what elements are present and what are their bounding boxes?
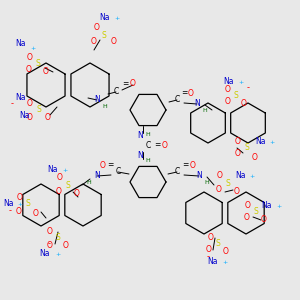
Text: Na: Na xyxy=(47,166,57,175)
Text: O: O xyxy=(111,38,117,46)
Text: H: H xyxy=(205,179,209,184)
Text: O: O xyxy=(225,98,231,106)
Text: =: = xyxy=(107,160,113,169)
Text: O: O xyxy=(206,245,212,254)
Text: +: + xyxy=(249,173,255,178)
Text: O: O xyxy=(27,52,33,62)
Text: O: O xyxy=(261,215,267,224)
Text: Na: Na xyxy=(100,14,110,22)
Text: C: C xyxy=(174,95,180,104)
Text: Na: Na xyxy=(235,172,245,181)
Text: H: H xyxy=(202,107,207,112)
Text: O: O xyxy=(190,160,196,169)
Text: O: O xyxy=(216,184,222,194)
Text: O: O xyxy=(74,188,80,197)
Text: H: H xyxy=(146,133,150,137)
Text: S: S xyxy=(26,200,30,208)
Text: O: O xyxy=(162,140,168,149)
Text: Na: Na xyxy=(3,200,13,208)
Text: O: O xyxy=(91,38,97,46)
Text: +: + xyxy=(269,140,275,145)
Text: Na: Na xyxy=(40,250,50,259)
Text: O: O xyxy=(94,23,100,32)
Text: N: N xyxy=(137,130,143,140)
Text: O: O xyxy=(63,242,69,250)
Text: O: O xyxy=(208,232,214,242)
Text: Na: Na xyxy=(19,110,29,119)
Text: +: + xyxy=(276,203,282,208)
Text: =: = xyxy=(154,140,160,149)
Text: S: S xyxy=(102,31,106,40)
Text: O: O xyxy=(33,208,39,217)
Text: +: + xyxy=(222,260,228,265)
Text: O: O xyxy=(130,80,136,88)
Text: =: = xyxy=(182,160,188,169)
Text: S: S xyxy=(36,58,40,68)
Text: S: S xyxy=(56,233,60,242)
Text: C: C xyxy=(146,140,151,149)
Text: =: = xyxy=(181,88,187,98)
Text: O: O xyxy=(17,193,23,202)
Text: O: O xyxy=(47,226,53,236)
Text: Na: Na xyxy=(15,40,25,49)
Text: O: O xyxy=(43,67,49,76)
Text: H: H xyxy=(87,179,92,184)
Text: +: + xyxy=(17,202,22,206)
Text: H: H xyxy=(103,103,107,109)
Text: S: S xyxy=(254,208,258,217)
Text: O: O xyxy=(100,160,106,169)
Text: +: + xyxy=(62,167,68,172)
Text: S: S xyxy=(244,143,249,152)
Text: O: O xyxy=(57,173,63,182)
Text: O: O xyxy=(47,241,53,250)
Text: H: H xyxy=(146,158,150,163)
Text: Na: Na xyxy=(208,257,218,266)
Text: C: C xyxy=(174,167,180,176)
Text: O: O xyxy=(245,200,251,209)
Text: Na: Na xyxy=(255,137,265,146)
Text: O: O xyxy=(56,187,62,196)
Text: O: O xyxy=(225,85,231,94)
Text: S: S xyxy=(216,239,220,248)
Text: O: O xyxy=(26,64,32,74)
Text: =: = xyxy=(122,80,128,88)
Text: -: - xyxy=(247,83,250,92)
Text: -: - xyxy=(47,239,50,248)
Text: N: N xyxy=(194,100,200,109)
Text: C: C xyxy=(116,167,121,176)
Text: O: O xyxy=(188,88,194,98)
Text: S: S xyxy=(37,106,41,115)
Text: O: O xyxy=(241,100,247,109)
Text: +: + xyxy=(114,16,120,20)
Text: O: O xyxy=(27,112,33,122)
Text: N: N xyxy=(94,95,100,104)
Text: N: N xyxy=(196,172,202,181)
Text: O: O xyxy=(235,149,241,158)
Text: Na: Na xyxy=(262,202,272,211)
Text: O: O xyxy=(234,187,240,196)
Text: O: O xyxy=(45,113,51,122)
Text: O: O xyxy=(217,172,223,181)
Text: +: + xyxy=(56,251,61,256)
Text: N: N xyxy=(94,172,100,181)
Text: +: + xyxy=(238,80,244,85)
Text: S: S xyxy=(66,181,70,190)
Text: -: - xyxy=(8,206,11,215)
Text: +: + xyxy=(30,46,36,50)
Text: O: O xyxy=(235,136,241,146)
Text: S: S xyxy=(234,92,239,100)
Text: N: N xyxy=(137,151,143,160)
Text: O: O xyxy=(244,214,250,223)
Text: Na: Na xyxy=(223,77,233,86)
Text: O: O xyxy=(16,206,22,215)
Text: -: - xyxy=(11,100,14,109)
Text: O: O xyxy=(252,152,258,161)
Text: -: - xyxy=(206,253,209,262)
Text: Na: Na xyxy=(15,92,25,101)
Text: O: O xyxy=(27,98,33,107)
Text: C: C xyxy=(113,88,119,97)
Text: S: S xyxy=(226,178,230,188)
Text: O: O xyxy=(223,248,229,256)
